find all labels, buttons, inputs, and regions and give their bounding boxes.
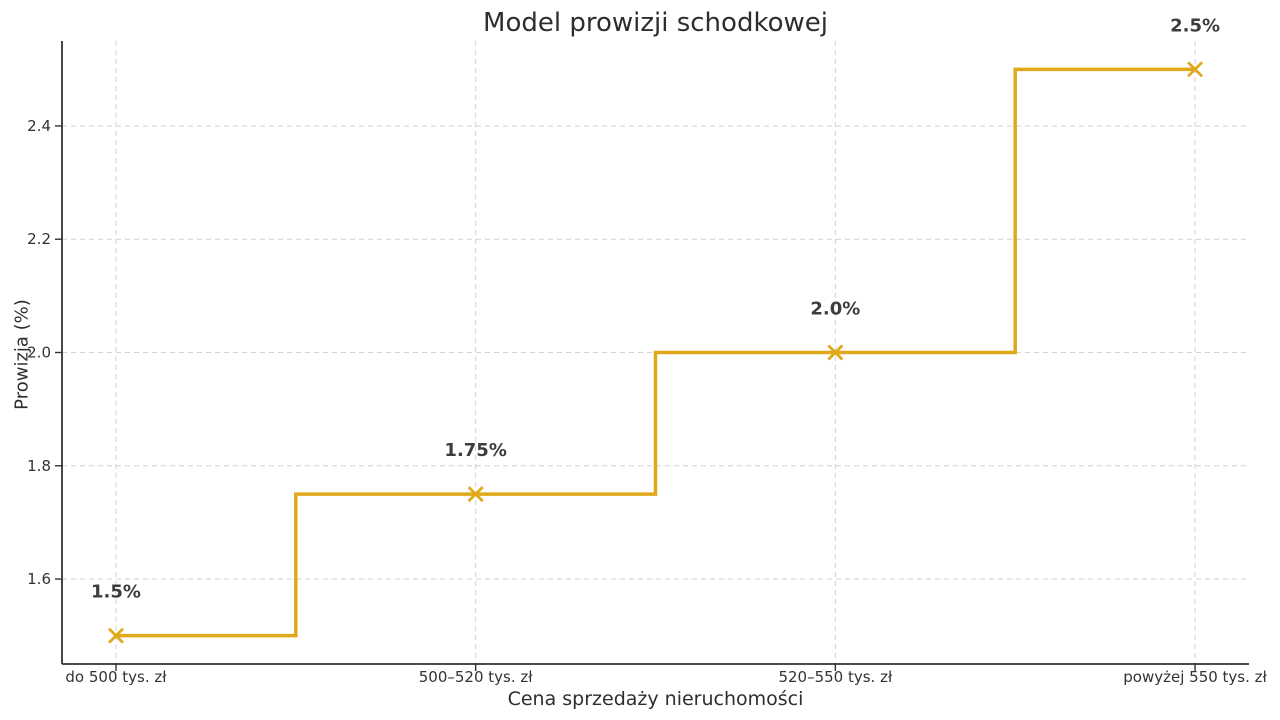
y-tick-label: 1.6	[27, 570, 51, 588]
marker-stroke	[1187, 61, 1204, 78]
y-axis-label: Prowizja (%)	[11, 299, 33, 410]
y-tick-label: 1.8	[27, 457, 51, 475]
x-tick-label: do 500 tys. zł	[65, 668, 167, 686]
data-point-marker	[1187, 61, 1204, 78]
value-annotation: 1.5%	[91, 582, 141, 603]
y-tick-label: 2.2	[27, 230, 51, 248]
step-line	[115, 67, 1196, 638]
marker-stroke	[107, 627, 124, 644]
value-annotation: 2.0%	[810, 299, 860, 320]
chart-title: Model prowizji schodkowej	[483, 8, 828, 38]
y-tick-label: 2.4	[27, 117, 51, 135]
y-tick-label: 2.0	[27, 344, 51, 362]
data-point-marker	[827, 344, 844, 361]
marker-stroke	[467, 486, 484, 503]
x-tick-label: 520–550 tys. zł	[778, 668, 893, 686]
data-point-marker	[107, 627, 124, 644]
x-tick-label: powyżej 550 tys. zł	[1123, 668, 1267, 686]
value-annotation: 1.75%	[444, 440, 506, 461]
value-annotation: 2.5%	[1170, 15, 1220, 36]
marker-stroke	[827, 344, 844, 361]
data-point-marker	[467, 486, 484, 503]
x-tick-label: 500–520 tys. zł	[419, 668, 534, 686]
x-axis-label: Cena sprzedaży nieruchomości	[507, 688, 804, 710]
